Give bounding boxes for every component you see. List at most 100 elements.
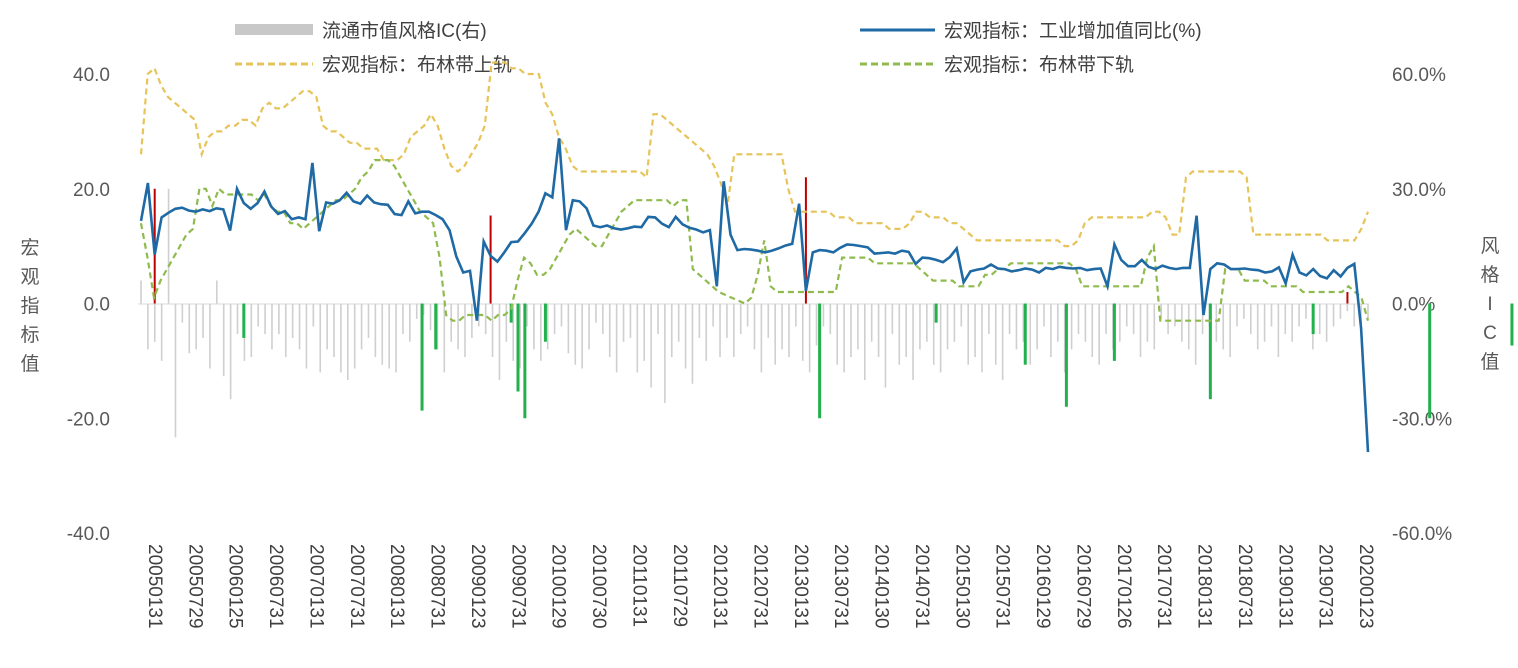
ic-bar — [602, 303, 604, 335]
ic-bar — [953, 303, 956, 342]
left-axis-title-char: 值 — [20, 353, 39, 375]
ic-bar — [160, 303, 163, 361]
ic-bar — [1084, 303, 1087, 342]
ic-bar-green — [1064, 303, 1068, 407]
ic-bar — [284, 303, 287, 358]
ic-bar-green — [1112, 303, 1116, 361]
left-tick-label: -40.0 — [67, 524, 110, 545]
ic-bar — [1132, 303, 1135, 335]
ic-bar — [512, 303, 515, 361]
ic-bar — [664, 303, 666, 403]
right-tick-label: 60.0% — [1392, 65, 1446, 86]
legend-item-ip-yoy: 宏观指标：工业增加值同比(%) — [860, 20, 1202, 42]
legend-label-bb-upper: 宏观指标：布林带上轨 — [322, 54, 512, 76]
ic-bar — [360, 303, 363, 350]
ic-bar — [560, 303, 563, 327]
ic-bar — [994, 303, 997, 365]
ic-bar — [1153, 303, 1156, 350]
x-tick-label: 20150731 — [992, 544, 1013, 629]
ic-bars — [140, 177, 1514, 438]
ic-bar — [863, 303, 866, 380]
ic-bar — [643, 303, 646, 361]
ic-bar — [1057, 303, 1059, 342]
ic-bar — [1001, 303, 1004, 380]
ic-bar — [629, 303, 632, 338]
x-tick-label: 20180131 — [1194, 544, 1215, 629]
ic-bar — [1298, 303, 1300, 327]
x-tick-label: 20120131 — [709, 544, 730, 629]
ic-bar — [1167, 303, 1169, 335]
ic-bar-red — [489, 215, 492, 304]
x-tick-label: 20080731 — [427, 544, 448, 629]
x-tick-label: 20190731 — [1315, 544, 1336, 629]
x-tick-label: 20160129 — [1032, 544, 1053, 629]
ic-bar — [905, 303, 907, 358]
right-axis-title-char: 格 — [1480, 264, 1499, 286]
ic-bar — [1263, 303, 1266, 342]
ic-bar-red — [804, 177, 807, 304]
ic-bar — [526, 303, 528, 327]
ic-bar — [429, 303, 432, 331]
ic-bar — [1181, 303, 1183, 342]
line-bb-upper — [139, 61, 1370, 248]
x-tick-label: 20070731 — [346, 544, 367, 629]
ic-bar — [1008, 303, 1011, 335]
ic-bar — [457, 303, 459, 350]
ic-bar — [884, 303, 887, 388]
x-tick-label: 20170126 — [1113, 544, 1134, 629]
ic-bar — [788, 303, 790, 358]
ic-bar — [505, 303, 508, 342]
ic-bar — [181, 303, 184, 323]
legend-item-bb-upper: 宏观指标：布林带上轨 — [235, 54, 512, 76]
left-axis-title-char: 指 — [20, 295, 39, 317]
x-tick-label: 20130731 — [830, 544, 851, 629]
ic-bar — [1291, 303, 1293, 342]
ic-bar — [1160, 303, 1163, 319]
right-axis-title-char: 值 — [1480, 351, 1499, 373]
legend-swatch-ic — [235, 24, 313, 35]
left-axis-title-char: 宏 — [20, 237, 39, 259]
ic-bar — [877, 303, 880, 358]
ic-bar — [1091, 303, 1094, 358]
ic-bar — [850, 303, 852, 358]
ic-bar — [409, 303, 411, 342]
ic-bar — [388, 303, 390, 369]
ic-bar — [622, 303, 625, 342]
ic-bar-green — [420, 303, 424, 411]
right-tick-label: -60.0% — [1392, 524, 1452, 545]
ic-bar — [250, 303, 253, 358]
ic-bar — [567, 303, 570, 354]
ic-bar — [808, 303, 811, 373]
ic-bar — [974, 303, 976, 358]
ic-bar — [870, 303, 873, 342]
ic-bar — [1215, 303, 1218, 342]
legend: 流通市值风格IC(右) 宏观指标：工业增加值同比(%) 宏观指标：布林带上轨 宏… — [235, 20, 1202, 76]
ic-bar — [1353, 303, 1356, 327]
ic-bar — [236, 303, 239, 335]
left-tick-label: 20.0 — [73, 180, 110, 201]
right-tick-label: -30.0% — [1392, 409, 1452, 430]
ic-bar — [967, 303, 969, 365]
ic-bar — [140, 280, 142, 304]
ic-bar — [188, 303, 191, 354]
left-axis-ticks: 40.0 20.0 0.0 -20.0 -40.0 — [67, 65, 110, 545]
ic-bar-green — [516, 303, 520, 392]
ic-bar — [1063, 303, 1066, 373]
ic-bar — [1098, 303, 1100, 365]
ic-bar — [340, 303, 342, 373]
ic-bar — [1367, 303, 1369, 319]
ic-bar — [857, 303, 859, 350]
left-tick-label: 40.0 — [73, 65, 110, 86]
ic-bar — [415, 303, 418, 319]
ic-bar-red — [1346, 292, 1349, 304]
ic-bar — [981, 303, 983, 373]
ic-bar-green — [523, 303, 527, 419]
ic-bar — [836, 303, 839, 365]
ic-bar — [147, 303, 149, 350]
ic-bar — [491, 303, 494, 358]
ic-bar — [767, 303, 770, 338]
ic-bar — [546, 303, 549, 350]
ic-bar — [443, 303, 446, 373]
ic-bar — [1270, 303, 1273, 327]
